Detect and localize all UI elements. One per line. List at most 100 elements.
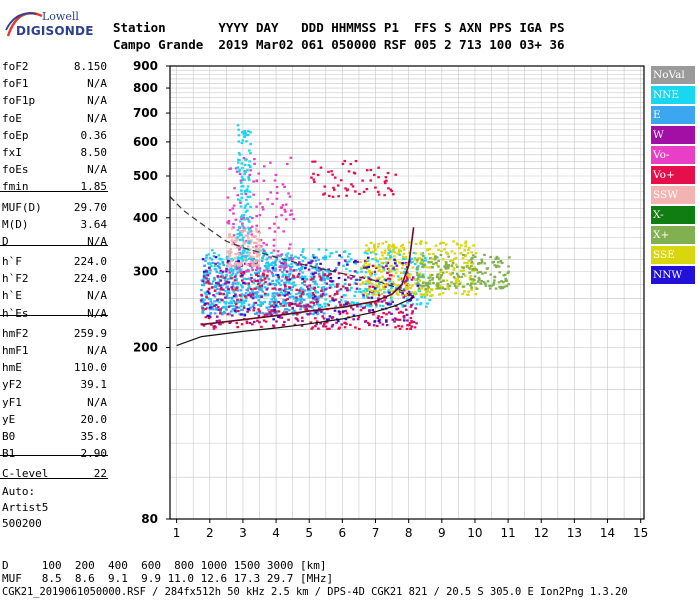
echo-point bbox=[240, 131, 244, 134]
echo-point bbox=[291, 313, 295, 316]
echo-point bbox=[355, 278, 358, 281]
echo-point bbox=[249, 295, 253, 298]
echo-point bbox=[390, 270, 393, 273]
echo-point bbox=[396, 307, 400, 310]
echo-point bbox=[219, 308, 222, 311]
echo-point bbox=[255, 179, 259, 182]
echo-point bbox=[472, 244, 475, 247]
param-value: N/A bbox=[87, 94, 107, 108]
echo-point bbox=[213, 278, 216, 281]
echo-point bbox=[311, 267, 315, 270]
echo-point bbox=[379, 288, 382, 291]
echo-point bbox=[238, 248, 241, 251]
distance-row: D 100 200 400 600 800 1000 1500 3000 [km… bbox=[2, 559, 327, 572]
echo-point bbox=[280, 291, 283, 294]
echo-point bbox=[484, 282, 487, 285]
echo-point bbox=[381, 254, 384, 257]
echo-point bbox=[415, 260, 419, 263]
echo-point bbox=[217, 282, 220, 285]
echo-point bbox=[288, 247, 291, 250]
echo-point bbox=[485, 267, 489, 270]
echo-point bbox=[347, 276, 350, 279]
echo-point bbox=[415, 271, 419, 274]
echo-point bbox=[413, 262, 417, 266]
echo-point bbox=[232, 276, 236, 279]
echo-point bbox=[219, 292, 223, 295]
echo-point bbox=[301, 277, 304, 281]
echo-point bbox=[407, 294, 411, 297]
echo-point bbox=[406, 324, 409, 327]
param-name: C-level bbox=[2, 467, 49, 481]
echo-point bbox=[213, 276, 216, 280]
echo-point bbox=[258, 311, 262, 315]
echo-point bbox=[392, 267, 395, 270]
echo-point bbox=[363, 251, 367, 254]
echo-point bbox=[277, 276, 281, 279]
echo-point bbox=[500, 280, 503, 283]
echo-point bbox=[451, 263, 454, 266]
echo-point bbox=[263, 292, 267, 295]
echo-point bbox=[345, 322, 348, 326]
echo-point bbox=[279, 304, 283, 307]
echo-point bbox=[301, 275, 304, 278]
echo-point bbox=[240, 192, 243, 195]
echo-point bbox=[227, 256, 231, 260]
echo-point bbox=[207, 253, 211, 256]
echo-point bbox=[265, 276, 269, 279]
echo-point bbox=[255, 227, 258, 231]
echo-point bbox=[242, 299, 245, 302]
echo-point bbox=[238, 231, 242, 234]
echo-point bbox=[495, 264, 499, 267]
echo-point bbox=[263, 294, 267, 297]
echo-point bbox=[273, 222, 276, 225]
echo-point bbox=[319, 277, 323, 280]
echo-point bbox=[389, 188, 393, 191]
echo-point bbox=[277, 294, 281, 297]
echo-point bbox=[327, 304, 331, 307]
echo-point bbox=[423, 296, 427, 299]
echo-point bbox=[345, 267, 348, 271]
echo-point bbox=[240, 141, 244, 145]
echo-point bbox=[387, 187, 390, 190]
echo-point bbox=[436, 285, 439, 288]
echo-point bbox=[210, 323, 213, 326]
echo-point bbox=[444, 251, 448, 254]
echo-point bbox=[317, 295, 321, 298]
echo-point bbox=[280, 288, 283, 291]
param-value: 39.1 bbox=[80, 378, 108, 392]
echo-point bbox=[252, 320, 256, 324]
echo-point bbox=[336, 284, 339, 287]
echo-point bbox=[364, 259, 367, 263]
echo-point bbox=[298, 297, 301, 300]
echo-point bbox=[241, 259, 245, 262]
echo-point bbox=[435, 275, 439, 278]
echo-point bbox=[361, 281, 365, 284]
echo-point bbox=[254, 259, 258, 262]
echo-point bbox=[315, 298, 319, 301]
echo-point bbox=[222, 310, 226, 313]
echo-point bbox=[252, 281, 255, 284]
echo-point bbox=[320, 275, 323, 278]
y-tick-label: 80 bbox=[141, 512, 158, 526]
echo-point bbox=[225, 301, 228, 304]
echo-point bbox=[415, 322, 418, 325]
echo-point bbox=[232, 212, 235, 215]
echo-point bbox=[243, 242, 246, 245]
echo-point bbox=[256, 274, 260, 278]
param-value: N/A bbox=[87, 344, 107, 357]
echo-point bbox=[254, 279, 257, 283]
echo-point bbox=[386, 261, 390, 264]
echo-point bbox=[353, 172, 357, 175]
echo-point bbox=[233, 305, 236, 308]
echo-point bbox=[240, 302, 244, 305]
echo-point bbox=[408, 276, 411, 279]
echo-point bbox=[201, 280, 205, 283]
echo-point bbox=[295, 313, 299, 316]
echo-point bbox=[246, 185, 250, 188]
echo-point bbox=[234, 307, 237, 311]
echo-point bbox=[219, 275, 223, 278]
echo-point bbox=[325, 318, 329, 321]
echo-point bbox=[396, 318, 400, 321]
echo-point bbox=[377, 319, 381, 323]
echo-point bbox=[383, 295, 386, 298]
